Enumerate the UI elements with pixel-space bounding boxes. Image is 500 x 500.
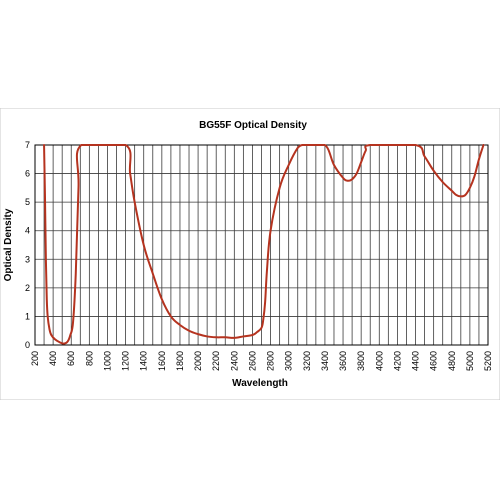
x-tick-label: 3000 (284, 351, 294, 371)
optical-density-series-line (43, 144, 485, 345)
y-tick-label: 3 (25, 254, 30, 264)
y-tick-label: 4 (25, 226, 30, 236)
x-tick-label: 4600 (429, 351, 439, 371)
x-tick-label: 2000 (193, 351, 203, 371)
x-tick-label: 4000 (374, 351, 384, 371)
x-tick-label: 3200 (302, 351, 312, 371)
x-axis-label: Wavelength (232, 378, 288, 389)
x-tick-label: 3800 (356, 351, 366, 371)
x-tick-label: 1400 (139, 351, 149, 371)
x-tick-label: 4200 (392, 351, 402, 371)
chart-border (0, 107, 500, 401)
x-tick-label: 4400 (411, 351, 421, 371)
plot-area-border (34, 144, 489, 346)
y-tick-label: 1 (25, 311, 30, 321)
x-tick-label: 1800 (175, 351, 185, 371)
y-axis-label: Optical Density (3, 208, 14, 281)
x-tick-label: 2200 (211, 351, 221, 371)
x-tick-label: 3400 (320, 351, 330, 371)
y-tick-label: 2 (25, 283, 30, 293)
x-tick-label: 400 (48, 351, 58, 366)
series-layer (43, 144, 485, 345)
tick-layer: 200 400 600 800 1000 1200 1400 1600 1800 2000 2200… (25, 140, 493, 371)
x-tick-label: 1200 (121, 351, 131, 371)
x-tick-label: 600 (66, 351, 76, 366)
x-tick-label: 2400 (229, 351, 239, 371)
y-tick-label: 0 (25, 340, 30, 350)
y-tick-label: 5 (25, 197, 30, 207)
x-tick-label: 1600 (157, 351, 167, 371)
x-tick-label: 3600 (338, 351, 348, 371)
y-tick-label: 7 (25, 140, 30, 150)
optical-density-chart: BG55F Optical Density 200 400 600 800 1000 12… (0, 107, 500, 401)
x-tick-label: 200 (30, 351, 40, 366)
x-tick-label: 800 (84, 351, 94, 366)
x-tick-label: 2600 (247, 351, 257, 371)
x-tick-label: 1000 (102, 351, 112, 371)
x-tick-label: 4800 (447, 351, 457, 371)
x-tick-label: 5000 (465, 351, 475, 371)
x-tick-label: 2800 (266, 351, 276, 371)
x-tick-label: 5200 (483, 351, 493, 371)
y-tick-label: 6 (25, 169, 30, 179)
chart-svg: BG55F Optical Density 200 400 600 800 1000 12… (0, 107, 500, 401)
chart-title: BG55F Optical Density (199, 120, 307, 131)
